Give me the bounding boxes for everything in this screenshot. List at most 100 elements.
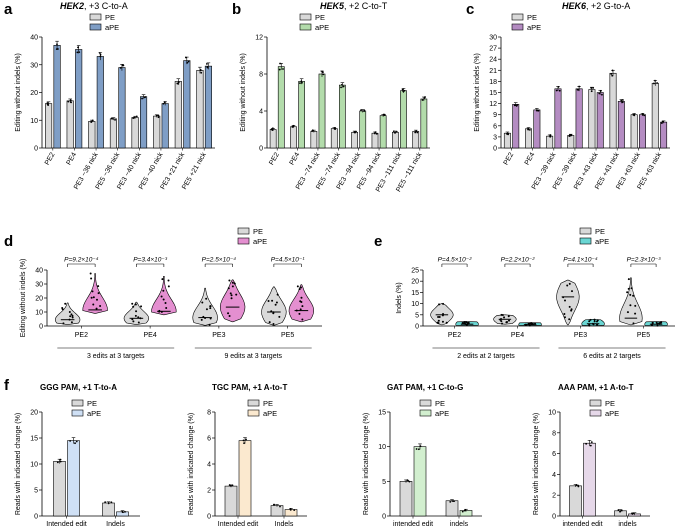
data-point: [91, 119, 94, 122]
y-tick-label: 0: [39, 324, 43, 331]
legend-swatch-pe: [419, 399, 432, 407]
chart-title: HEK6, +2 G-to-A: [562, 1, 630, 11]
data-point: [227, 287, 230, 290]
y-tick-label: 8: [552, 430, 556, 437]
group-label: 6 edits at 2 targets: [583, 353, 641, 360]
legend-entry: aPE: [105, 23, 119, 32]
data-point: [558, 89, 561, 92]
violin: [192, 287, 218, 326]
y-axis-label: Editing without indels (%): [240, 53, 247, 132]
data-point: [160, 295, 163, 298]
x-tick-label: PE5: [281, 332, 294, 339]
data-point: [530, 322, 533, 325]
data-point: [611, 74, 614, 77]
data-point: [243, 442, 245, 445]
data-point: [507, 319, 510, 322]
panel-label-a: a: [4, 1, 13, 18]
data-point: [157, 116, 160, 119]
bar-ape-3: [339, 84, 346, 149]
bar-ape-2: [96, 56, 104, 149]
data-point: [563, 316, 566, 319]
violin: [430, 303, 454, 326]
chart-title: HEK5, +2 C-to-T: [320, 1, 388, 11]
y-tick-label: 0: [259, 146, 263, 153]
data-point: [177, 81, 180, 84]
data-point: [563, 313, 566, 316]
data-point: [417, 448, 420, 451]
x-tick-label: PE4: [511, 332, 524, 339]
y-tick-label: 15: [411, 290, 419, 297]
y-tick-label: 0: [34, 146, 38, 153]
data-point: [97, 292, 100, 295]
bar-pe-1: [102, 502, 115, 517]
p-value: P=2.2×10⁻²: [501, 257, 536, 264]
y-tick-label: 5: [34, 488, 38, 495]
bar-ape-0: [53, 45, 61, 149]
x-tick-label: Indels: [106, 521, 125, 528]
y-tick-label: 10: [378, 444, 386, 451]
data-point: [135, 310, 138, 313]
chart-f2: 0 2 4 6 8 Reads with indicated change (%) Inte…: [188, 383, 307, 528]
data-point: [500, 313, 503, 316]
data-point: [92, 296, 95, 299]
data-point: [135, 115, 138, 118]
p-value: P=4.5×10⁻²: [438, 257, 473, 264]
data-point: [164, 101, 166, 103]
chart-title-site: , +3 C-to-A: [84, 1, 128, 11]
data-point: [464, 322, 467, 325]
data-point: [295, 309, 298, 312]
group-label: 3 edits at 3 targets: [87, 353, 145, 360]
data-point: [124, 510, 126, 513]
data-point: [200, 71, 203, 74]
bar-ape-0: [512, 104, 520, 149]
x-tick-label: Intended edit: [218, 521, 259, 528]
data-point: [233, 282, 236, 285]
data-point: [201, 301, 204, 304]
data-point: [300, 300, 303, 303]
data-point: [268, 321, 271, 324]
data-point: [76, 51, 79, 54]
bar-ape-0: [277, 66, 285, 149]
data-point: [465, 321, 468, 324]
chart-title: AAA PAM, +1 A-to-T: [558, 383, 634, 392]
y-tick-label: 18: [489, 79, 497, 86]
data-point: [155, 114, 158, 117]
bar-pe-5: [153, 115, 161, 149]
data-point: [629, 293, 632, 296]
data-point: [279, 505, 281, 508]
data-point: [271, 127, 274, 130]
y-axis-label: Editing without indels (%): [20, 259, 27, 338]
violin: [261, 286, 287, 326]
bar-pe-7: [651, 82, 659, 149]
bar-ape-0: [413, 446, 427, 517]
bar-ape-5: [161, 103, 169, 149]
bar-pe-0: [45, 103, 53, 149]
data-point: [507, 315, 510, 318]
data-point: [503, 316, 506, 319]
data-point: [596, 323, 599, 326]
data-point: [95, 298, 98, 301]
data-point: [592, 86, 595, 89]
bar-pe-0: [399, 481, 413, 517]
data-point: [528, 324, 531, 327]
data-point: [137, 321, 140, 324]
data-point: [91, 290, 94, 293]
data-point: [588, 324, 591, 327]
y-tick-label: 15: [378, 410, 386, 417]
bar-pe-1: [270, 505, 284, 517]
legend-entry: PE: [87, 399, 97, 408]
violin: [54, 302, 81, 325]
y-tick-label: 8: [207, 410, 211, 417]
data-point: [501, 313, 504, 316]
y-axis-label: Reads with indicated change (%): [363, 413, 370, 515]
data-point: [321, 70, 323, 73]
y-tick-label: 40: [35, 268, 43, 275]
legend-swatch-pe: [299, 13, 312, 21]
data-point: [99, 305, 102, 308]
data-point: [289, 508, 292, 511]
data-point: [242, 439, 245, 442]
data-point: [599, 90, 602, 92]
data-point: [92, 303, 95, 306]
data-point: [70, 321, 73, 324]
p-value: P=9.2×10⁻⁴: [64, 257, 99, 264]
